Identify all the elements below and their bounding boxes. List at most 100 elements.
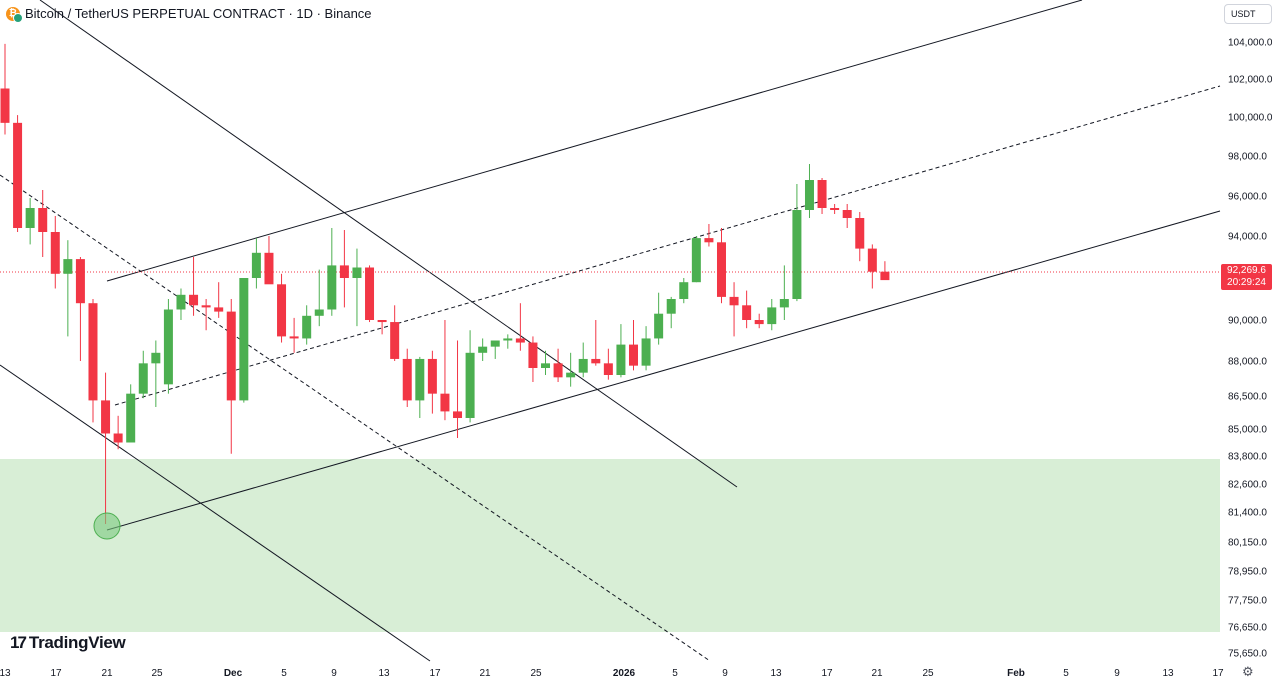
candle-body (779, 299, 789, 308)
candle-body (679, 282, 689, 299)
candle-body (176, 294, 186, 310)
upper-channel-line (106, 0, 1083, 282)
candle-body (742, 305, 752, 320)
candle-body (503, 338, 513, 341)
y-tick-label: 98,000.0 (1228, 152, 1267, 163)
candle-body (377, 320, 387, 323)
candle-body (716, 242, 726, 297)
x-tick-label: 5 (1063, 668, 1069, 679)
x-tick-label: 2026 (613, 668, 636, 679)
candle-body (855, 218, 865, 249)
currency-selector[interactable]: USDT (1224, 4, 1272, 24)
settings-gear-icon[interactable]: ⚙ (1242, 664, 1254, 679)
x-tick-label: 17 (50, 668, 62, 679)
x-tick-label: 25 (151, 668, 163, 679)
y-tick-label: 83,800.0 (1228, 452, 1267, 463)
candle-body (616, 344, 626, 375)
candles (0, 43, 890, 524)
low-marker (93, 512, 121, 540)
candle-body (541, 363, 551, 368)
candle-body (817, 180, 827, 208)
candle-body (691, 238, 701, 283)
y-tick-label: 104,000.0 (1228, 38, 1273, 49)
candle-body (427, 358, 437, 394)
tradingview-logo[interactable]: 17 TradingView (10, 633, 126, 653)
candle-body (465, 352, 475, 418)
x-tick-label: Feb (1007, 668, 1025, 679)
candle-body (603, 363, 613, 375)
candle-body (804, 180, 814, 210)
candle-body (352, 267, 362, 278)
lower-channel-line (106, 210, 1221, 531)
candle-body (591, 358, 601, 364)
y-tick-label: 78,950.0 (1228, 567, 1267, 578)
candle-body (666, 299, 676, 314)
demand-zone (0, 459, 1220, 632)
x-tick-label: Dec (224, 668, 243, 679)
candle-body (365, 267, 375, 320)
time-axis[interactable]: 13 17 21 25 Dec 5 9 13 17 21 25 2026 5 9 13 17 21 25 Feb 5 9… (0, 668, 1224, 679)
candle-body (515, 338, 525, 343)
x-tick-label: 5 (281, 668, 287, 679)
candle-body (63, 259, 73, 274)
candle-body (641, 338, 651, 366)
candle-body (754, 320, 764, 325)
symbol-title[interactable]: Bitcoin / TetherUS PERPETUAL CONTRACT · … (25, 6, 372, 21)
y-tick-label: 94,000.0 (1228, 232, 1267, 243)
x-tick-label: 21 (871, 668, 883, 679)
candle-body (289, 336, 299, 339)
candle-body (151, 352, 161, 364)
y-tick-label: 85,000.0 (1228, 425, 1267, 436)
tradingview-logo-mark: 17 (10, 633, 27, 652)
candle-body (867, 248, 877, 272)
candle-body (629, 344, 638, 366)
candle-body (314, 309, 324, 316)
price-axis[interactable]: 104,000.0 102,000.0 100,000.0 98,000.0 96,00… (1228, 38, 1273, 660)
candle-body (880, 271, 890, 281)
candle-body (101, 400, 111, 434)
candle-body (239, 278, 249, 401)
candle-body (339, 265, 349, 278)
last-price-value: 92,269.6 (1227, 265, 1266, 276)
y-tick-label: 81,400.0 (1228, 508, 1267, 519)
candle-body (440, 393, 450, 412)
candle-body (113, 433, 123, 443)
candle-body (566, 372, 576, 378)
candle-body (415, 358, 425, 401)
x-tick-label: 9 (331, 668, 337, 679)
candle-body (302, 315, 312, 339)
descending-line-upper (39, 0, 738, 488)
candle-body (126, 393, 136, 443)
y-tick-label: 80,150.0 (1228, 538, 1267, 549)
descending-line-mid (0, 174, 711, 662)
x-tick-label: 9 (722, 668, 728, 679)
x-tick-label: 21 (479, 668, 491, 679)
x-tick-label: 5 (672, 668, 678, 679)
y-tick-label: 96,000.0 (1228, 192, 1267, 203)
candle-body (402, 358, 412, 401)
candle-body (75, 259, 85, 304)
candle-body (138, 363, 148, 394)
candle-body (528, 342, 538, 368)
candle-body (490, 340, 500, 347)
x-tick-label: 13 (0, 668, 11, 679)
candle-body (50, 232, 60, 274)
y-tick-label: 100,000.0 (1228, 113, 1273, 124)
x-tick-label: 25 (922, 668, 934, 679)
candle-body (478, 346, 488, 353)
candle-body (189, 294, 199, 306)
y-tick-label: 77,750.0 (1228, 596, 1267, 607)
candle-body (25, 208, 35, 228)
x-tick-label: 25 (530, 668, 542, 679)
y-tick-label: 75,650.0 (1228, 649, 1267, 660)
candle-body (390, 322, 400, 359)
bitcoin-icon: ₿ (6, 6, 23, 23)
x-tick-label: 13 (378, 668, 390, 679)
candle-body (88, 303, 98, 401)
y-tick-label: 88,000.0 (1228, 357, 1267, 368)
x-tick-label: 17 (1212, 668, 1224, 679)
chart-header: ₿ Bitcoin / TetherUS PERPETUAL CONTRACT … (6, 6, 372, 23)
x-tick-label: 13 (1162, 668, 1174, 679)
last-price-badge: 92,269.6 20:29:24 (1221, 264, 1272, 290)
